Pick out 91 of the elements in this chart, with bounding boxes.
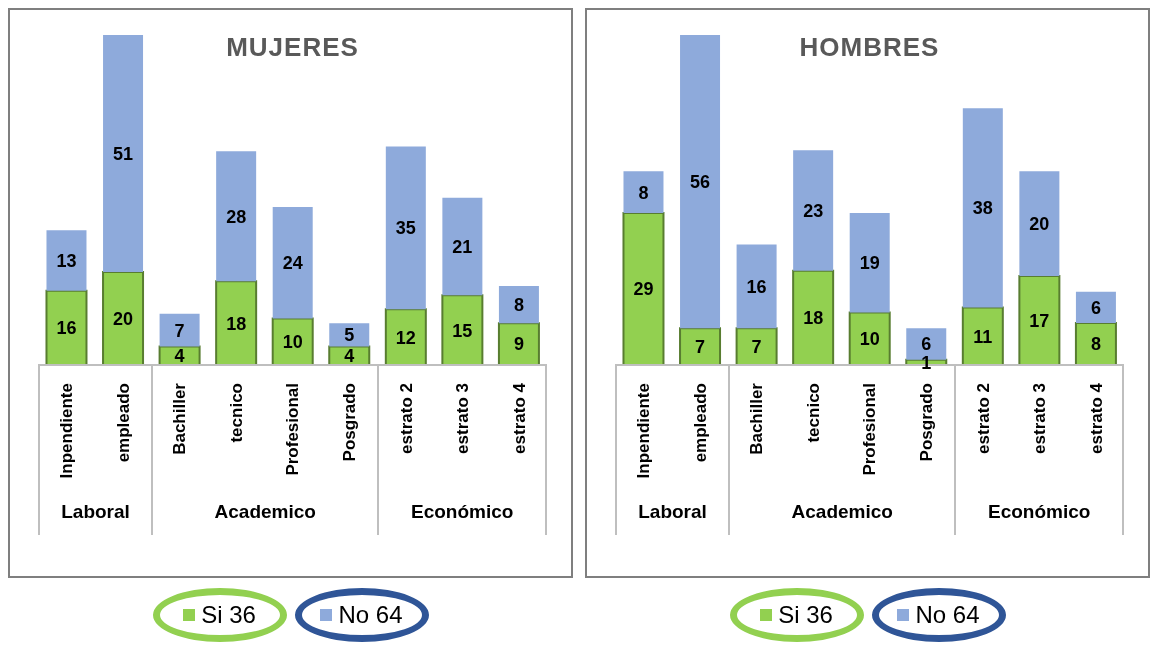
data-label: 19 bbox=[859, 253, 880, 274]
bar bbox=[680, 35, 721, 329]
data-label: 7 bbox=[751, 337, 762, 358]
bar bbox=[46, 230, 87, 291]
data-label: 35 bbox=[395, 218, 416, 239]
data-label: 10 bbox=[859, 329, 880, 350]
x-tick-label: Posgrado bbox=[917, 383, 937, 462]
data-label: 18 bbox=[226, 313, 247, 334]
data-label: 8 bbox=[1090, 334, 1101, 355]
x-tick-label: estrato 3 bbox=[1030, 383, 1050, 454]
bar bbox=[498, 285, 539, 324]
x-tick-label: estrato 4 bbox=[509, 382, 529, 454]
text: Laboral bbox=[637, 501, 708, 523]
data-label: 20 bbox=[1029, 213, 1050, 234]
bar bbox=[1075, 291, 1116, 324]
bar bbox=[442, 197, 483, 296]
bar bbox=[159, 313, 200, 347]
x-tick-label: empleado bbox=[690, 383, 710, 463]
x-tick-label: Inpendiente bbox=[57, 383, 77, 479]
text: Económico bbox=[986, 501, 1092, 523]
data-label: 18 bbox=[803, 308, 824, 329]
data-label: 7 bbox=[174, 320, 185, 341]
data-label: 8 bbox=[638, 182, 649, 203]
x-tick-label: estrato 2 bbox=[973, 383, 993, 454]
bar bbox=[792, 269, 835, 366]
x-tick-label: estrato 2 bbox=[396, 383, 416, 454]
data-label: 23 bbox=[803, 200, 824, 221]
bar bbox=[103, 35, 144, 273]
chart-title: HOMBRES bbox=[798, 32, 941, 63]
bar bbox=[1019, 171, 1060, 276]
bar bbox=[215, 280, 258, 366]
bar bbox=[1018, 274, 1061, 366]
data-label: 21 bbox=[452, 236, 473, 257]
bar bbox=[385, 146, 426, 310]
x-tick-label: Posgrado bbox=[340, 383, 360, 462]
data-label: 16 bbox=[56, 318, 77, 339]
data-label: 28 bbox=[226, 206, 247, 227]
data-label: 5 bbox=[344, 325, 355, 346]
bar bbox=[102, 271, 145, 366]
text: Económico bbox=[409, 501, 515, 523]
x-tick-label: tecnico bbox=[226, 383, 246, 443]
x-tick-label: empleado bbox=[113, 383, 133, 463]
data-label: 9 bbox=[513, 334, 524, 355]
text: Laboral bbox=[60, 501, 131, 523]
bar bbox=[735, 327, 778, 366]
data-label: 24 bbox=[282, 253, 303, 274]
legend-label: No 64 bbox=[915, 601, 980, 629]
bar bbox=[793, 150, 834, 271]
data-label: 13 bbox=[56, 250, 77, 271]
bar bbox=[849, 213, 890, 313]
legend-label: Si 36 bbox=[201, 601, 256, 629]
chart-title: MUJERES bbox=[225, 32, 360, 63]
data-label: 56 bbox=[690, 172, 711, 193]
data-label: 6 bbox=[921, 334, 932, 355]
data-label: 17 bbox=[1029, 310, 1050, 331]
data-label: 4 bbox=[174, 346, 185, 367]
data-label: 11 bbox=[973, 326, 993, 347]
data-label: 10 bbox=[282, 332, 303, 353]
data-label: 12 bbox=[395, 327, 416, 348]
x-tick-label: Inpendiente bbox=[634, 383, 654, 479]
data-label: 20 bbox=[113, 308, 134, 329]
x-tick-label: Profesional bbox=[860, 383, 880, 476]
bar bbox=[623, 171, 664, 214]
x-tick-label: Bachiller bbox=[170, 382, 190, 455]
bar bbox=[441, 294, 484, 366]
x-tick-label: estrato 3 bbox=[453, 383, 473, 454]
x-tick-label: tecnico bbox=[803, 383, 823, 443]
data-label: 7 bbox=[695, 337, 706, 358]
bar bbox=[45, 289, 88, 366]
bar bbox=[272, 206, 313, 319]
data-label: 8 bbox=[513, 294, 524, 315]
text: Academico bbox=[790, 501, 894, 523]
data-label: 38 bbox=[972, 198, 993, 219]
x-tick-label: Bachiller bbox=[747, 382, 767, 455]
text: Academico bbox=[213, 501, 317, 523]
bar bbox=[679, 327, 722, 366]
data-label: 6 bbox=[1090, 297, 1101, 318]
bar bbox=[736, 244, 777, 329]
bar bbox=[962, 108, 1003, 308]
legend-label: Si 36 bbox=[778, 601, 833, 629]
data-label: 16 bbox=[746, 276, 767, 297]
bar bbox=[961, 306, 1004, 366]
data-label: 51 bbox=[113, 143, 134, 164]
bar bbox=[216, 151, 257, 282]
data-label: 4 bbox=[344, 346, 355, 367]
bar bbox=[622, 212, 665, 366]
data-label: 29 bbox=[633, 279, 654, 300]
legend-label: No 64 bbox=[338, 601, 403, 629]
data-label: 15 bbox=[452, 320, 473, 341]
x-tick-label: estrato 4 bbox=[1086, 382, 1106, 454]
x-tick-label: Profesional bbox=[283, 383, 303, 476]
